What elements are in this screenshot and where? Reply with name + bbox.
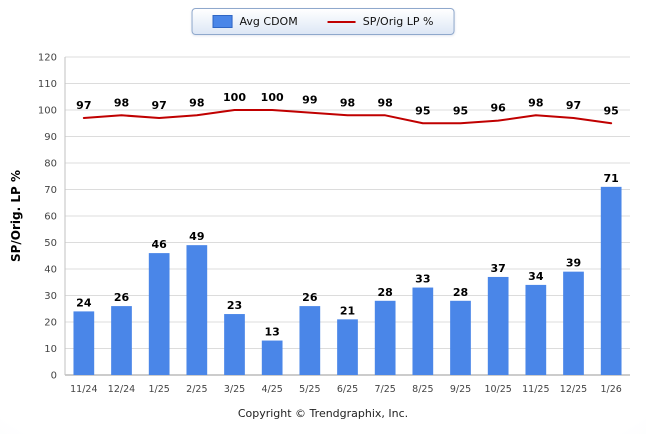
bar-value-label: 26 (302, 291, 318, 304)
y-tick-label: 60 (44, 212, 57, 223)
bar-value-label: 46 (152, 238, 168, 251)
line-value-label: 97 (566, 99, 581, 112)
bar-value-label: 28 (453, 286, 468, 299)
bar (111, 306, 132, 375)
y-axis-title: SP/Orig. LP % (9, 169, 23, 263)
bar (186, 245, 208, 375)
y-tick-label: 80 (44, 159, 57, 170)
y-tick-label: 20 (44, 318, 57, 329)
y-tick-label: 90 (44, 132, 57, 143)
y-tick-label: 40 (44, 265, 57, 276)
bar-swatch-icon (212, 15, 233, 28)
line-value-label: 98 (378, 96, 393, 109)
x-tick-label: 7/25 (374, 384, 395, 395)
legend-label: Avg CDOM (239, 15, 298, 28)
x-tick-label: 9/25 (450, 384, 471, 395)
legend-item-avg-cdom: Avg CDOM (212, 15, 298, 28)
x-tick-label: 2/25 (186, 384, 207, 395)
x-tick-label: 11/24 (70, 384, 97, 395)
x-tick-label: 8/25 (412, 384, 433, 395)
line-value-label: 100 (261, 91, 284, 104)
line-value-label: 99 (302, 94, 317, 107)
y-tick-label: 120 (38, 53, 57, 64)
line-value-label: 98 (189, 96, 204, 109)
legend-item-sp-orig-lp: SP/Orig LP % (327, 15, 434, 28)
y-tick-label: 30 (44, 291, 57, 302)
bar (450, 300, 471, 375)
bar (261, 340, 283, 375)
line-swatch-icon (327, 20, 356, 23)
legend-label: SP/Orig LP % (362, 15, 434, 28)
x-tick-label: 1/26 (600, 384, 621, 395)
trend-line (82, 109, 613, 125)
bar-value-label: 13 (265, 326, 280, 339)
line-value-label: 95 (453, 104, 468, 117)
bar (563, 271, 584, 375)
bar-value-label: 39 (566, 257, 581, 270)
x-tick-label: 12/24 (108, 384, 135, 395)
bar (600, 186, 622, 375)
bar (412, 287, 434, 375)
line-value-label: 97 (76, 99, 91, 112)
bar (487, 276, 509, 375)
x-tick-label: 5/25 (299, 384, 320, 395)
line-value-label: 98 (528, 96, 543, 109)
bar-value-label: 37 (491, 262, 506, 275)
bar-value-label: 28 (378, 286, 393, 299)
bar (224, 314, 245, 375)
bar (148, 253, 170, 375)
bar-value-label: 26 (114, 291, 130, 304)
line-value-label: 100 (223, 91, 246, 104)
bar-value-label: 24 (76, 296, 92, 309)
bar (337, 319, 358, 375)
y-tick-label: 110 (38, 79, 57, 90)
bar-value-label: 34 (528, 270, 544, 283)
bar-value-label: 33 (415, 273, 430, 286)
bar (73, 311, 95, 375)
x-tick-label: 6/25 (337, 384, 358, 395)
y-tick-label: 0 (51, 371, 57, 382)
legend: Avg CDOM SP/Orig LP % (191, 8, 455, 35)
y-tick-label: 10 (44, 344, 57, 355)
x-tick-label: 12/25 (560, 384, 587, 395)
x-tick-label: 1/25 (148, 384, 169, 395)
line-value-label: 97 (152, 99, 167, 112)
y-tick-label: 70 (44, 185, 57, 196)
x-tick-label: 4/25 (261, 384, 282, 395)
bar-value-label: 23 (227, 299, 242, 312)
copyright: Copyright © Trendgraphix, Inc. (237, 407, 409, 420)
y-tick-label: 100 (38, 106, 57, 117)
bar (299, 306, 321, 375)
x-tick-label: 11/25 (522, 384, 549, 395)
bar-value-label: 71 (604, 172, 619, 185)
bar-value-label: 49 (189, 230, 204, 243)
line-value-label: 95 (604, 104, 619, 117)
bar-value-label: 21 (340, 304, 355, 317)
y-tick-label: 50 (44, 238, 57, 249)
bar (525, 284, 547, 375)
line-value-label: 96 (491, 102, 507, 115)
line-value-label: 98 (340, 96, 355, 109)
x-tick-label: 10/25 (484, 384, 511, 395)
bar (374, 300, 396, 375)
x-tick-label: 3/25 (224, 384, 245, 395)
line-value-label: 95 (415, 104, 430, 117)
line-value-label: 98 (114, 96, 129, 109)
